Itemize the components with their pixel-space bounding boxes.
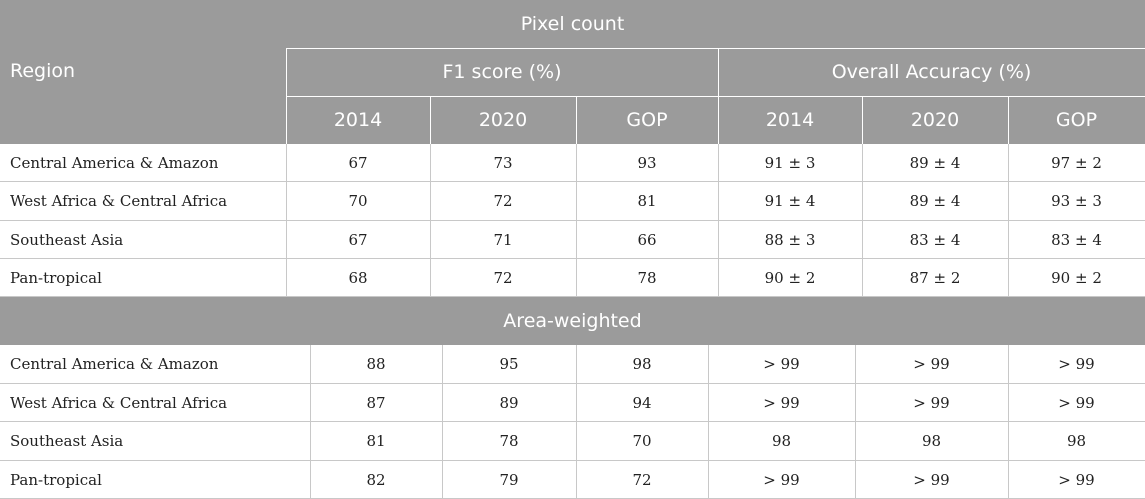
column-divider [708,345,709,499]
value-cell: 68 [348,268,368,287]
subheader-oa-2020: 2020 [862,96,1008,144]
value-cell: 94 [632,393,652,412]
value-cell: 88 ± 3 [764,230,816,249]
value-cell: 72 [493,192,513,211]
column-divider [430,144,431,297]
region-cell: Pan-tropical [10,268,102,287]
value-cell: 91 ± 3 [764,154,816,173]
value-cell: 67 [348,154,368,173]
value-cell: 82 [366,470,386,489]
region-cell: Central America & Amazon [10,154,219,173]
value-cell: 90 ± 2 [764,268,816,287]
region-cell: Pan-tropical [10,470,102,489]
region-cell: Southeast Asia [10,432,124,451]
column-divider [286,144,287,297]
value-cell: > 99 [763,355,800,374]
value-cell: > 99 [913,470,950,489]
value-cell: 87 ± 2 [909,268,961,287]
value-cell: 73 [493,154,513,173]
column-divider [862,144,863,297]
value-cell: 70 [348,192,368,211]
value-cell: 66 [637,230,657,249]
value-cell: 88 [366,355,386,374]
value-cell: 98 [632,355,652,374]
value-cell: 83 ± 4 [909,230,961,249]
region-cell: West Africa & Central Africa [10,393,228,412]
value-cell: 91 ± 4 [764,192,816,211]
value-cell: 89 [499,393,519,412]
pixel-count-title: Pixel count [0,0,1145,48]
value-cell: > 99 [913,355,950,374]
row-divider [0,296,1145,297]
value-cell: > 99 [1058,355,1095,374]
subheader-oa-gop: GOP [1008,96,1145,144]
row-divider [0,181,1145,183]
subheader-f1-2020: 2020 [430,96,576,144]
row-divider [0,219,1145,221]
region-header: Region [0,48,286,144]
subheader-oa-2014: 2014 [718,96,862,144]
value-cell: 67 [348,230,368,249]
column-divider [442,345,443,499]
value-cell: > 99 [763,470,800,489]
region-cell: West Africa & Central Africa [10,192,228,211]
column-divider [1008,144,1009,297]
value-cell: 89 ± 4 [909,154,961,173]
column-divider [310,345,311,499]
overall-accuracy-header: Overall Accuracy (%) [718,48,1145,96]
region-cell: Southeast Asia [10,230,124,249]
value-cell: 81 [637,192,657,211]
value-cell: 89 ± 4 [909,192,961,211]
column-divider [576,144,577,297]
value-cell: 83 ± 4 [1051,230,1102,249]
value-cell: > 99 [763,393,800,412]
value-cell: > 99 [1058,393,1095,412]
region-cell: Central America & Amazon [10,355,219,374]
value-cell: 95 [499,355,519,374]
value-cell: 98 [771,432,792,451]
value-cell: 71 [493,230,513,249]
value-cell: 93 ± 3 [1051,192,1102,211]
value-cell: > 99 [1058,470,1095,489]
subheader-f1-gop: GOP [576,96,718,144]
value-cell: 98 [921,432,942,451]
column-divider [718,144,719,297]
value-cell: 79 [499,470,519,489]
column-divider [855,345,856,499]
column-divider [576,345,577,499]
f1-score-header: F1 score (%) [286,48,718,96]
value-cell: 78 [637,268,657,287]
value-cell: 93 [637,154,657,173]
row-divider [0,257,1145,259]
value-cell: 78 [499,432,519,451]
subheader-f1-2014: 2014 [286,96,430,144]
area-weighted-title: Area-weighted [0,297,1145,345]
value-cell: 81 [366,432,386,451]
value-cell: 72 [493,268,513,287]
value-cell: 97 ± 2 [1051,154,1102,173]
value-cell: 98 [1066,432,1087,451]
value-cell: 87 [366,393,386,412]
value-cell: 70 [632,432,652,451]
row-divider [0,382,1145,384]
value-cell: > 99 [913,393,950,412]
row-divider [0,421,1145,422]
value-cell: 72 [632,470,652,489]
row-divider [0,459,1145,461]
value-cell: 90 ± 2 [1051,268,1102,287]
column-divider [1008,345,1009,499]
